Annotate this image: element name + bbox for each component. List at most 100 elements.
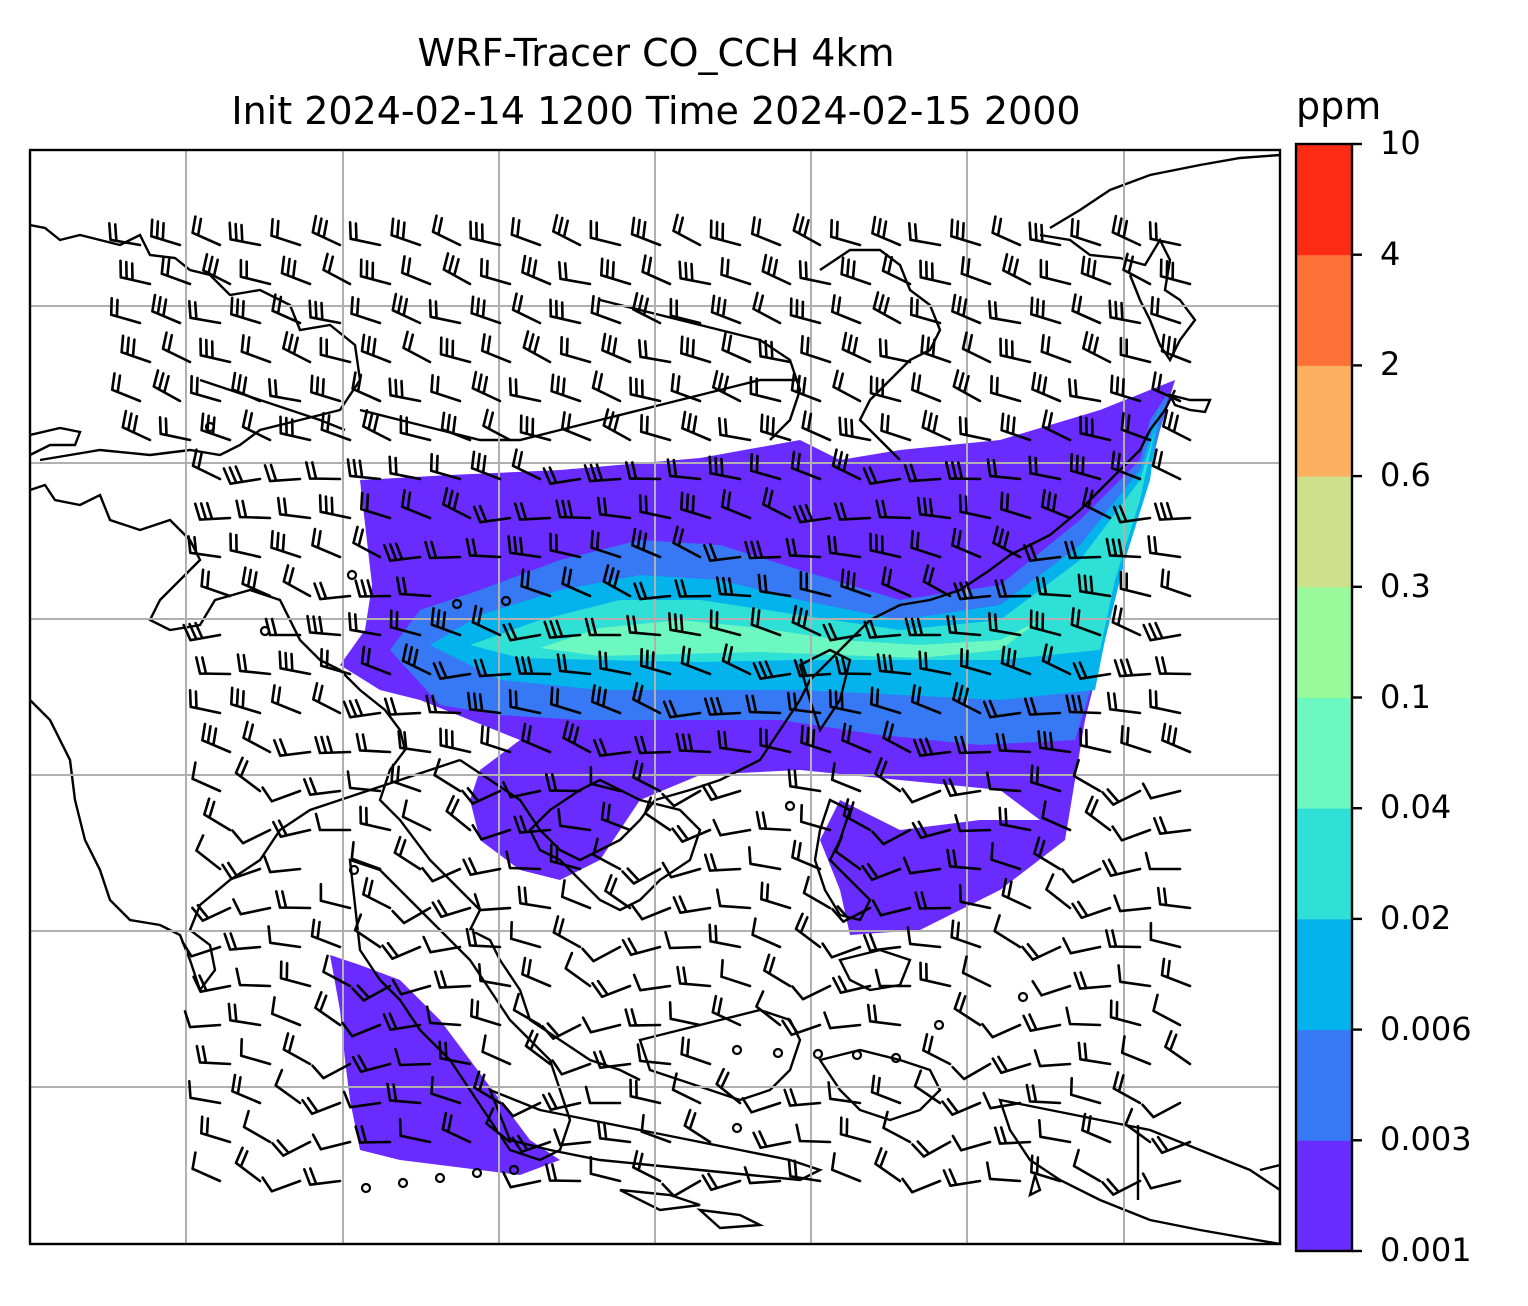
wind-barb (1080, 255, 1112, 286)
wind-barb (831, 905, 872, 923)
wind-barb (182, 621, 222, 642)
wind-barb (791, 604, 822, 637)
colorbar-segment (1296, 918, 1352, 1031)
colorbar-tick-label: 0.02 (1380, 898, 1452, 937)
wind-barb (1079, 415, 1112, 442)
calm-wind-marker (812, 1048, 824, 1060)
wind-barb (473, 1070, 502, 1105)
wind-barb (524, 1029, 552, 1066)
wind-barb (626, 614, 662, 637)
wind-barb (1072, 1148, 1102, 1183)
wind-barb (271, 293, 302, 325)
wind-barb (672, 525, 702, 559)
wind-barb (910, 372, 942, 403)
wind-barb (390, 217, 422, 247)
wind-barb (874, 968, 912, 988)
wind-barb (470, 450, 502, 481)
wind-barb (1153, 501, 1192, 521)
wind-barb (440, 411, 472, 442)
wind-barb (592, 837, 622, 871)
wind-barb (192, 974, 232, 993)
wind-barb (560, 411, 592, 442)
wind-barb (501, 1101, 542, 1118)
wind-barb (680, 645, 712, 676)
map-title-line-2: Init 2024-02-14 1200 Time 2024-02-15 200… (231, 89, 1081, 133)
wind-barb (1037, 730, 1072, 754)
wind-barb (958, 494, 992, 520)
wind-barb (348, 612, 382, 637)
wind-barb (511, 292, 542, 325)
wind-barb (160, 256, 192, 286)
wind-barb (422, 935, 462, 954)
wind-barb (311, 1062, 352, 1080)
wind-barb (708, 923, 742, 949)
wind-barb (471, 604, 502, 637)
wind-barb (918, 650, 952, 676)
wind-barb (360, 333, 392, 364)
wind-barb (1084, 795, 1112, 832)
wind-barb (558, 261, 592, 286)
wind-barb (351, 371, 382, 403)
wind-barb (942, 1168, 982, 1187)
wind-barb (199, 337, 232, 364)
wind-barb (1164, 1030, 1192, 1066)
wind-barb (513, 815, 552, 834)
wind-barb (703, 543, 742, 562)
wind-barb (709, 609, 742, 637)
colorbar-segment (1296, 697, 1352, 809)
wind-barb (1144, 851, 1182, 871)
wind-barb (230, 296, 262, 325)
wind-barb (1000, 645, 1032, 676)
colorbar-tick-label: 0.006 (1380, 1009, 1472, 1048)
wind-barb (787, 768, 822, 793)
wind-barb (790, 450, 822, 481)
wind-barb (590, 684, 622, 715)
wind-barb (832, 975, 872, 994)
wind-barb (275, 890, 312, 910)
colorbar-unit-label: ppm (1296, 84, 1382, 128)
wind-barb (1030, 296, 1062, 325)
wind-barb (630, 216, 662, 247)
wind-barb (241, 566, 272, 598)
wind-barb (263, 463, 302, 483)
wind-barb (680, 1036, 712, 1066)
wind-barb (920, 334, 952, 364)
wind-barb (596, 1120, 632, 1144)
colorbar-tick-label: 0.001 (1380, 1231, 1472, 1269)
wind-barb (1110, 450, 1142, 481)
wind-barb (869, 375, 902, 403)
wind-barb (479, 257, 512, 286)
wind-barb (541, 1022, 582, 1040)
wind-barb (1040, 334, 1072, 364)
wind-barb (863, 620, 902, 639)
wind-barb (745, 694, 782, 715)
wind-barb (869, 532, 902, 559)
calm-wind-marker (784, 800, 796, 812)
wind-barb (1082, 487, 1112, 520)
wind-barb (507, 535, 542, 559)
wind-barb (749, 452, 782, 481)
wind-barb (795, 1123, 832, 1144)
wind-barb (1062, 937, 1102, 955)
wind-barb (223, 932, 262, 951)
wind-barb (942, 778, 982, 797)
wind-barb (829, 218, 862, 247)
wind-barb (261, 786, 302, 803)
wind-barb (661, 1179, 702, 1198)
wind-barb (1079, 727, 1112, 754)
wind-barb (913, 1069, 942, 1105)
wind-barb (1108, 299, 1142, 325)
wind-barb (552, 214, 582, 247)
wind-barb (995, 732, 1032, 754)
wind-barb (632, 1150, 662, 1183)
wind-barb (752, 291, 782, 325)
wind-barb (119, 259, 152, 286)
wind-barb (200, 568, 232, 598)
wind-barb (502, 622, 542, 642)
wind-barb (841, 331, 872, 364)
wind-barb (708, 455, 742, 481)
wind-barb (1064, 540, 1102, 560)
wind-barb (542, 466, 582, 485)
wind-barb (441, 1111, 472, 1144)
wind-barb (1038, 1119, 1072, 1144)
